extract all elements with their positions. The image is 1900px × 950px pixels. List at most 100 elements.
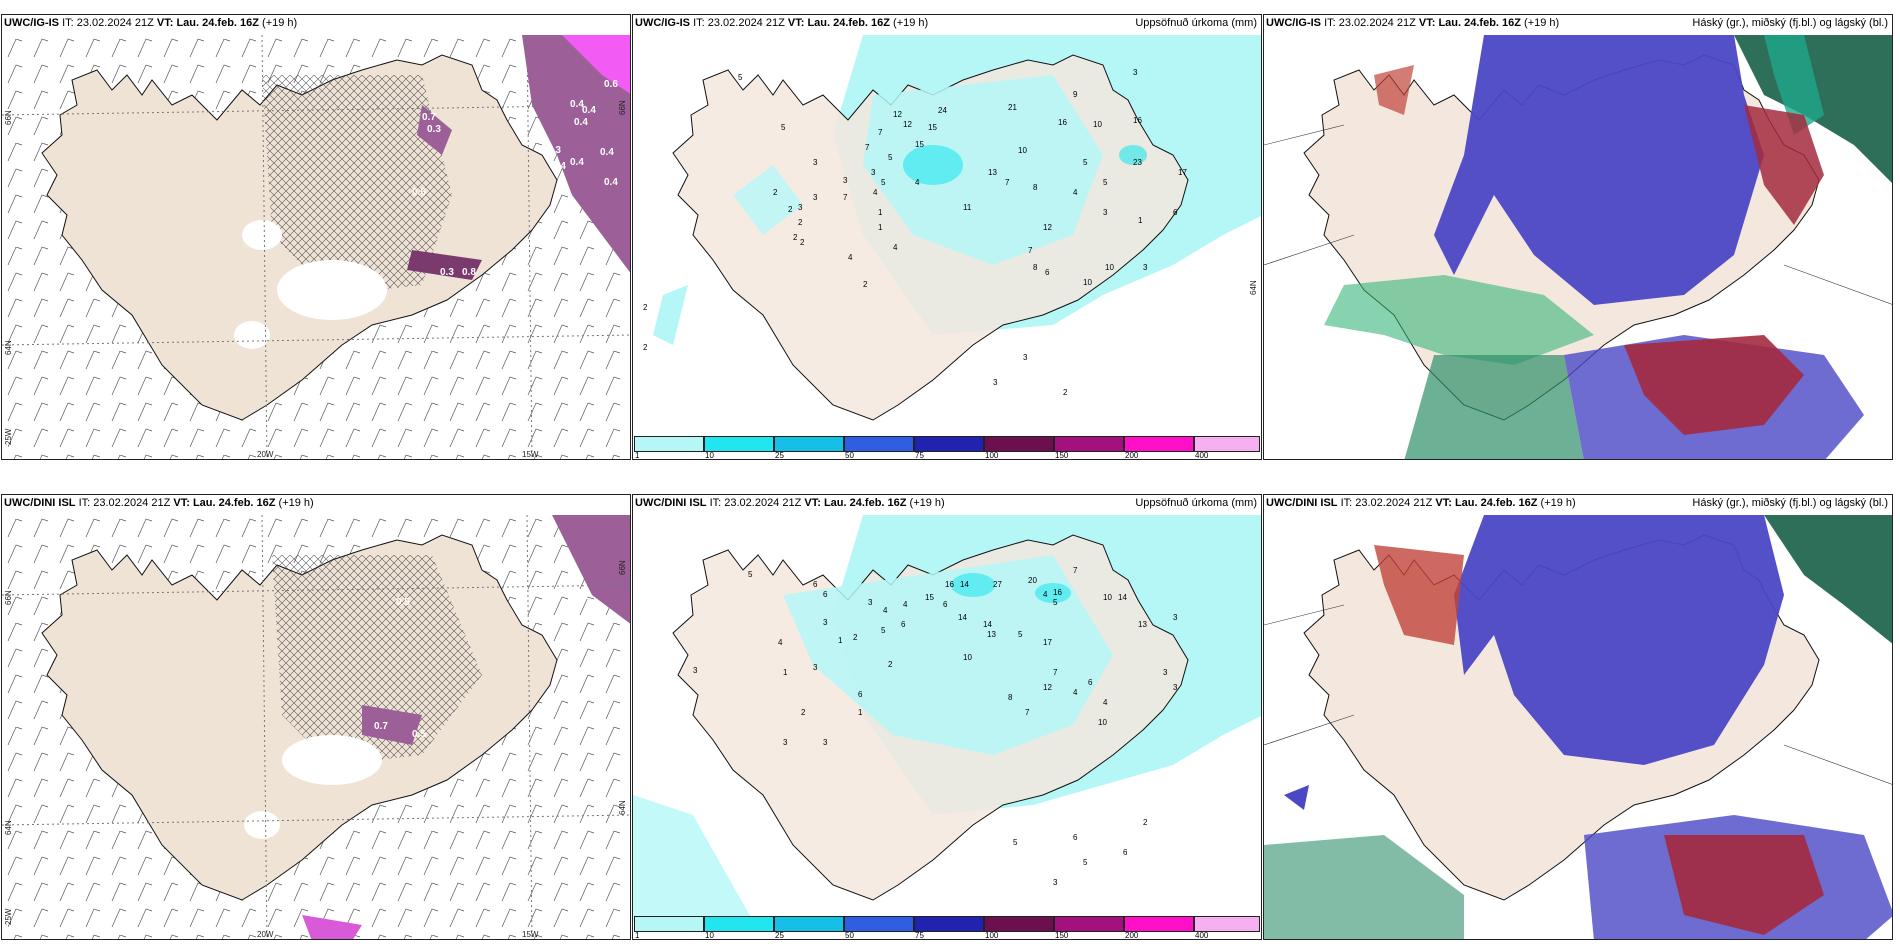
precip-value: 5 (738, 73, 743, 82)
lat-label-64n: 64N (4, 820, 13, 835)
panel-subtitle: Uppsöfnuð úrkoma (mm) (1135, 497, 1257, 509)
lat-label-64n-right: 64N (1249, 280, 1258, 295)
precip-value: 6 (1173, 208, 1178, 217)
precip-value: 1 (878, 223, 883, 232)
precip-value: 1 (1138, 216, 1143, 225)
aerosol-value: 0.2 (576, 591, 590, 602)
aerosol-value: 0.4 (574, 117, 588, 128)
precip-value: 1 (838, 636, 843, 645)
precip-value: 15 (928, 123, 937, 132)
aerosol-value: 0.6 (412, 187, 426, 198)
precip-value: 10 (1018, 146, 1027, 155)
precip-value: 2 (643, 303, 648, 312)
precip-value: 3 (1133, 68, 1138, 77)
wind-map[interactable]: 0.2 0.5 0.7 0.5 0.3 20W 15W 66N 64N 25W … (2, 515, 630, 939)
precip-value: 7 (1073, 566, 1078, 575)
precip-value: 7 (1005, 178, 1010, 187)
precip-value: 16 (1053, 588, 1062, 597)
precip-value: 5 (1083, 858, 1088, 867)
precip-value: 5 (881, 178, 886, 187)
colorbar-tick: 50 (845, 931, 854, 940)
precip-value: 13 (987, 630, 996, 639)
precip-value: 4 (848, 253, 853, 262)
aerosol-value: 0.4 (570, 99, 584, 110)
colorbar-segment (984, 436, 1054, 452)
precip-value: 3 (823, 618, 828, 627)
precip-value: 14 (983, 620, 992, 629)
precip-value: 12 (903, 120, 912, 129)
precip-value: 4 (883, 606, 888, 615)
precip-value: 3 (871, 168, 876, 177)
precip-value: 10 (1105, 263, 1114, 272)
precip-value: 15 (915, 140, 924, 149)
precip-value: 3 (1023, 353, 1028, 362)
panel-title: UWC/IG-IS IT: 23.02.2024 21Z VT: Lau. 24… (1266, 17, 1560, 29)
precip-value: 5 (881, 626, 886, 635)
wind-map[interactable]: 0.6 0.4 0.4 0.4 0.4 0.4 0.3 0.4 0.4 0.7 … (2, 35, 630, 459)
precip-value: 3 (1173, 683, 1178, 692)
precip-value: 1 (783, 668, 788, 677)
panel-subtitle: Háský (gr.), miðský (fj.bl.) og lágský (… (1692, 17, 1888, 29)
precip-value: 3 (843, 176, 848, 185)
precip-value: 13 (988, 168, 997, 177)
aerosol-value: 0.3 (550, 632, 564, 643)
colorbar-segment (704, 916, 774, 932)
precip-value: 6 (1045, 268, 1050, 277)
precip-map[interactable]: 5 12 24 21 9 3 16 10 15 12 15 16 7 5 7 5… (633, 35, 1261, 441)
colorbar-tick: 10 (705, 451, 714, 460)
panel-top-cloud: UWC/IG-IS IT: 23.02.2024 21Z VT: Lau. 24… (1263, 14, 1893, 460)
precip-value: 2 (801, 708, 806, 717)
precip-value: 5 (781, 123, 786, 132)
colorbar-tick: 400 (1195, 451, 1209, 460)
colorbar-tick: 10 (705, 931, 714, 940)
colorbar-tick: 50 (845, 451, 854, 460)
precip-colorbar: 1 10 25 50 75 100 150 200 400 (634, 436, 1260, 460)
precip-value: 6 (823, 590, 828, 599)
cloud-map[interactable] (1264, 35, 1892, 459)
colorbar-tick: 150 (1055, 451, 1069, 460)
precip-value: 6 (943, 600, 948, 609)
colorbar-segment (1194, 916, 1260, 932)
precip-value: 17 (1043, 638, 1052, 647)
precip-value: 27 (993, 580, 1002, 589)
colorbar-segment (1124, 436, 1194, 452)
precip-value: 7 (1025, 708, 1030, 717)
cloud-map[interactable] (1264, 515, 1892, 939)
precip-value: 2 (798, 218, 803, 227)
precip-value: 10 (963, 653, 972, 662)
precip-value: 5 (748, 570, 753, 579)
panel-title: UWC/IG-IS IT: 23.02.2024 21Z VT: Lau. 24… (635, 17, 929, 29)
precip-map[interactable]: 5 6 6 3 4 4 6 16 14 27 20 7 10 14 5 4 15… (633, 515, 1261, 921)
precip-value: 3 (993, 378, 998, 387)
precip-value: 2 (888, 660, 893, 669)
aerosol-value: 0.7 (374, 721, 388, 732)
aerosol-value: 0.4 (570, 157, 584, 168)
colorbar-segment (914, 916, 984, 932)
lat-label-66n-right: 66N (618, 560, 627, 575)
precip-value: 6 (813, 580, 818, 589)
precip-value: 1 (858, 708, 863, 717)
precip-value: 12 (1043, 223, 1052, 232)
aerosol-value: 0.4 (600, 147, 614, 158)
precip-value: 2 (773, 188, 778, 197)
colorbar-tick: 400 (1195, 931, 1209, 940)
lat-label-25w: 25W (4, 908, 13, 925)
precip-value: 14 (960, 580, 969, 589)
precip-value: 5 (1103, 178, 1108, 187)
precip-value: 16 (1058, 118, 1067, 127)
lat-label-66n: 66N (4, 590, 13, 605)
precip-value: 3 (1163, 668, 1168, 677)
colorbar-segment (634, 916, 704, 932)
colorbar-tick: 75 (915, 931, 924, 940)
colorbar-segment (1124, 916, 1194, 932)
precip-value: 3 (813, 663, 818, 672)
precip-value: 2 (863, 280, 868, 289)
aerosol-value: 0.7 (422, 112, 436, 123)
precip-value: 7 (1028, 246, 1033, 255)
precip-value: 2 (643, 343, 648, 352)
precip-value: 2 (800, 238, 805, 247)
precip-value: 3 (783, 738, 788, 747)
precip-value: 4 (893, 243, 898, 252)
precip-value: 8 (1033, 263, 1038, 272)
colorbar-segment (704, 436, 774, 452)
